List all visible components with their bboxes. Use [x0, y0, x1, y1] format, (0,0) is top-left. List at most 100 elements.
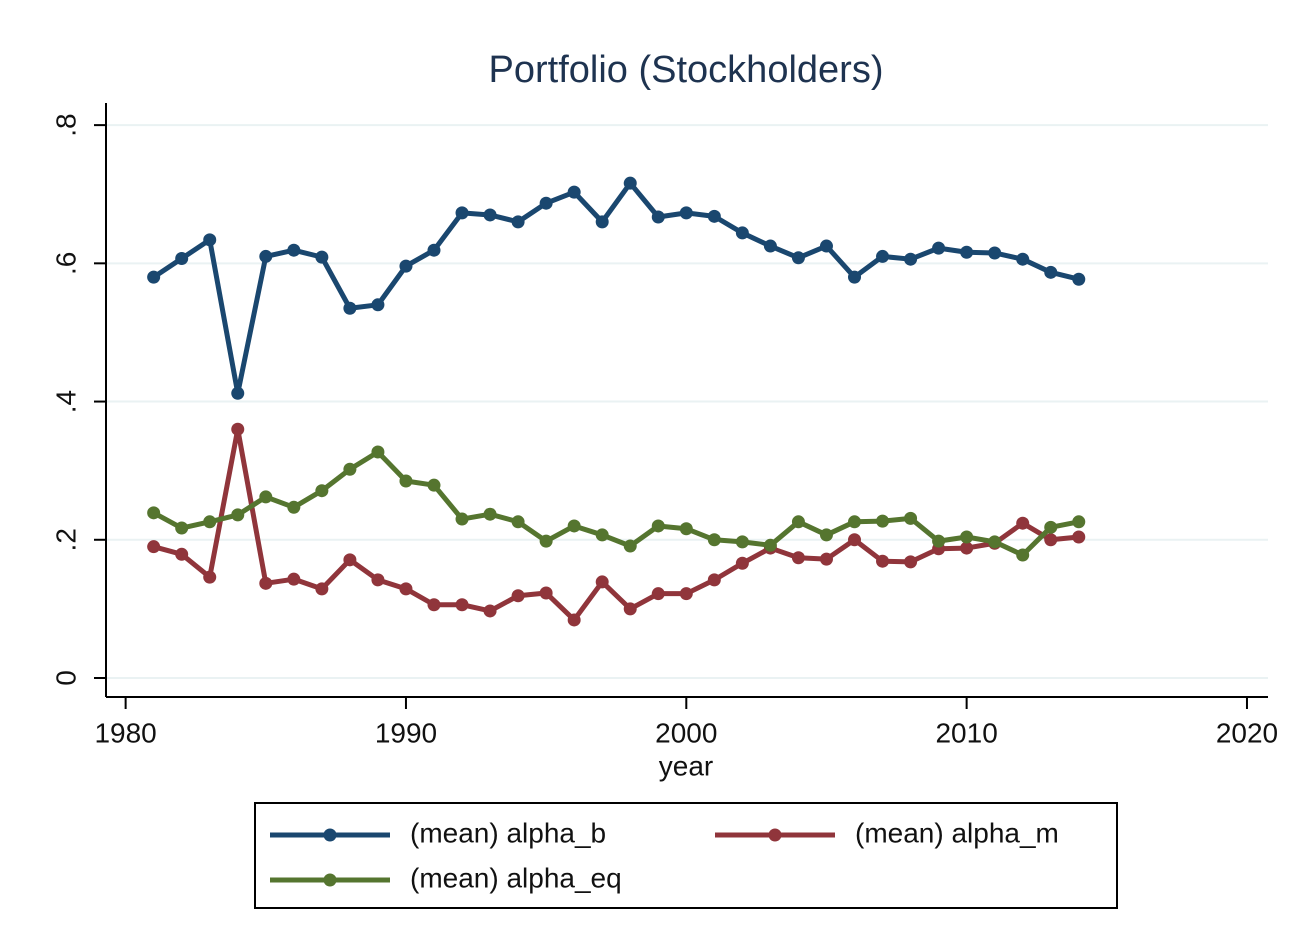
marker	[707, 573, 721, 587]
marker	[876, 249, 890, 263]
marker	[315, 484, 329, 498]
y-tick-label: 0	[50, 670, 81, 686]
marker	[203, 570, 217, 584]
marker	[1072, 530, 1086, 544]
marker	[735, 556, 749, 570]
marker	[988, 535, 1002, 549]
marker	[651, 587, 665, 601]
marker	[1044, 265, 1058, 279]
marker	[904, 511, 918, 525]
marker	[231, 508, 245, 522]
chart-title: Portfolio (Stockholders)	[489, 49, 884, 91]
marker	[848, 533, 862, 547]
marker	[960, 245, 974, 259]
marker	[904, 555, 918, 569]
marker	[791, 515, 805, 529]
marker	[932, 241, 946, 255]
marker	[147, 506, 161, 520]
marker	[791, 551, 805, 565]
marker	[595, 575, 609, 589]
legend-label: (mean) alpha_b	[410, 817, 606, 848]
marker	[707, 533, 721, 547]
marker	[819, 552, 833, 566]
marker	[315, 250, 329, 264]
marker	[735, 226, 749, 240]
series-line	[153, 426, 1080, 623]
legend-marker	[768, 828, 782, 842]
marker	[175, 521, 189, 535]
marker	[539, 586, 553, 600]
marker	[511, 589, 525, 603]
marker	[343, 553, 357, 567]
marker	[595, 215, 609, 229]
legend-label: (mean) alpha_m	[855, 817, 1059, 848]
marker	[147, 540, 161, 554]
marker	[904, 252, 918, 266]
marker	[511, 515, 525, 529]
marker	[623, 176, 637, 190]
marker	[483, 604, 497, 618]
marker	[343, 301, 357, 315]
marker	[1016, 548, 1030, 562]
marker	[399, 582, 413, 596]
marker	[371, 573, 385, 587]
marker	[343, 462, 357, 476]
marker	[679, 587, 693, 601]
marker	[848, 515, 862, 529]
legend-marker	[323, 828, 337, 842]
marker	[1072, 272, 1086, 286]
marker	[231, 386, 245, 400]
marker	[399, 474, 413, 488]
x-tick-label: 2020	[1216, 717, 1278, 748]
marker	[455, 512, 469, 526]
x-axis-label: year	[659, 750, 713, 781]
marker	[483, 208, 497, 222]
marker	[960, 541, 974, 555]
marker	[427, 243, 441, 257]
y-tick-label: .4	[50, 390, 81, 413]
marker	[483, 507, 497, 521]
marker	[791, 251, 805, 265]
marker	[819, 239, 833, 253]
x-tick-label: 1990	[375, 717, 437, 748]
x-tick-label: 1980	[94, 717, 156, 748]
series-line	[152, 449, 1080, 558]
marker	[848, 270, 862, 284]
marker	[567, 185, 581, 199]
marker	[623, 602, 637, 616]
marker	[1044, 520, 1058, 534]
marker	[427, 478, 441, 492]
y-tick-label: .2	[50, 528, 81, 551]
marker	[287, 243, 301, 257]
marker	[287, 572, 301, 586]
marker	[259, 249, 273, 263]
legend-label: (mean) alpha_eq	[410, 862, 622, 893]
marker	[679, 522, 693, 536]
marker	[876, 514, 890, 528]
marker	[399, 259, 413, 273]
legend	[254, 802, 1118, 909]
marker	[175, 251, 189, 265]
legend-marker	[323, 873, 337, 887]
marker	[371, 445, 385, 459]
marker	[511, 215, 525, 229]
marker	[567, 613, 581, 627]
marker	[1072, 515, 1086, 529]
marker	[287, 500, 301, 514]
marker	[427, 598, 441, 612]
marker	[315, 582, 329, 596]
marker	[455, 598, 469, 612]
series-line	[152, 180, 1080, 396]
x-tick-label: 2010	[935, 717, 997, 748]
marker	[932, 534, 946, 548]
marker	[259, 576, 273, 590]
marker	[567, 519, 581, 533]
marker	[651, 519, 665, 533]
marker	[539, 196, 553, 210]
marker	[679, 206, 693, 220]
marker	[203, 233, 217, 247]
marker	[595, 528, 609, 542]
marker	[231, 422, 245, 436]
marker	[651, 210, 665, 224]
